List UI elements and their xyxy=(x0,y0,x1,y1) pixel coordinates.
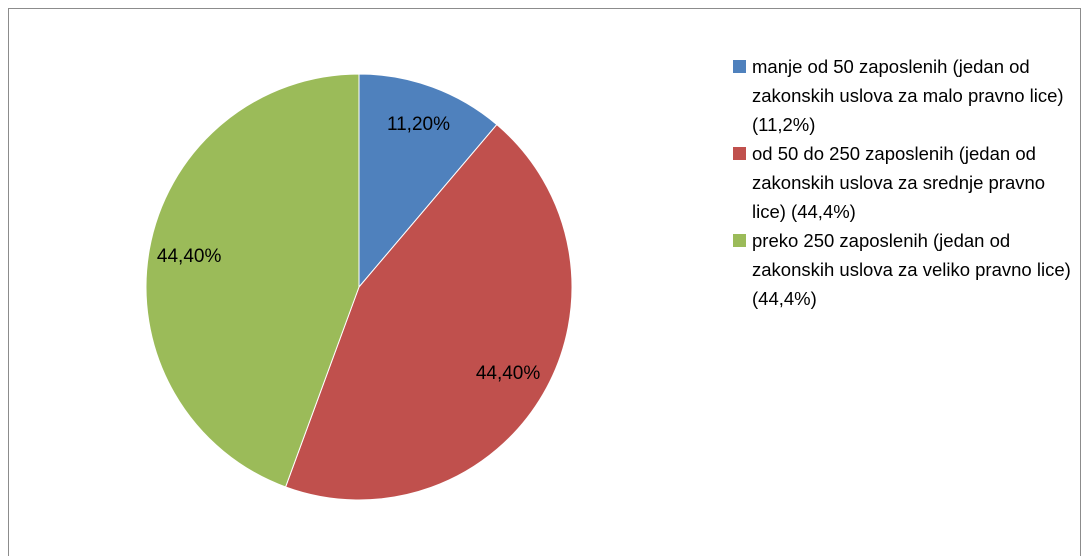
legend-label: manje od 50 zaposlenih (jedan od zakonsk… xyxy=(752,56,1064,135)
legend-swatch xyxy=(733,60,746,73)
legend-item: manje od 50 zaposlenih (jedan od zakonsk… xyxy=(733,52,1073,139)
pie-slice xyxy=(284,123,573,501)
pie-slice xyxy=(145,73,360,488)
legend-label: preko 250 zaposlenih (jedan od zakonskih… xyxy=(752,230,1071,309)
legend: manje od 50 zaposlenih (jedan od zakonsk… xyxy=(733,52,1073,313)
legend-label: od 50 do 250 zaposlenih (jedan od zakons… xyxy=(752,143,1046,222)
legend-item: od 50 do 250 zaposlenih (jedan od zakons… xyxy=(733,139,1073,226)
data-label: 44,40% xyxy=(157,246,222,267)
data-label: 11,20% xyxy=(387,114,450,135)
legend-swatch xyxy=(733,234,746,247)
legend-swatch xyxy=(733,147,746,160)
legend-item: preko 250 zaposlenih (jedan od zakonskih… xyxy=(733,226,1073,313)
pie-slice xyxy=(358,73,498,289)
data-label: 44,40% xyxy=(476,363,541,384)
